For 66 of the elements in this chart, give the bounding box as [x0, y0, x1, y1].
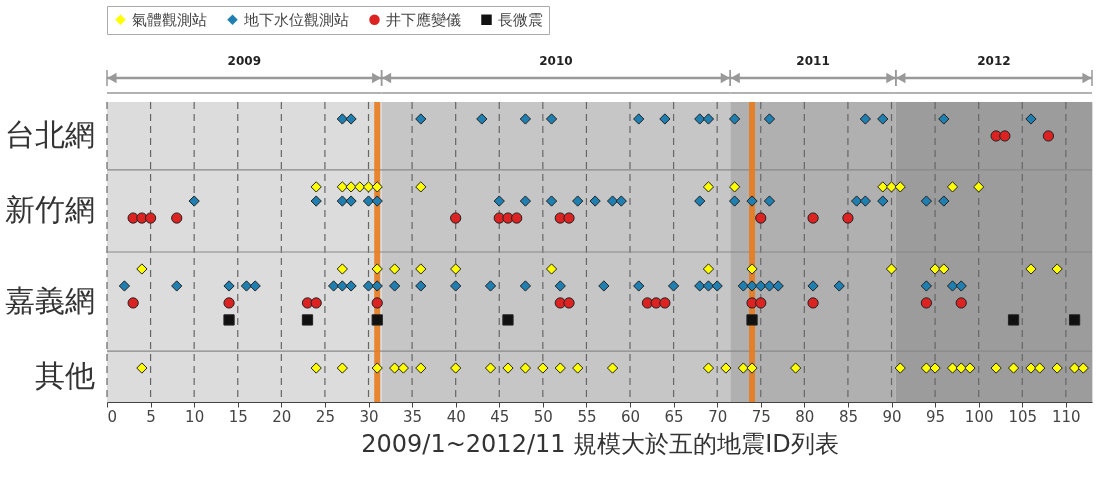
x-tick-label: 75: [751, 407, 771, 426]
x-tick-label: 0: [107, 407, 118, 426]
point: [223, 297, 235, 309]
point: [563, 297, 575, 309]
text: 新竹網: [5, 191, 95, 227]
point: [842, 212, 854, 224]
band-label: 2011: [796, 54, 830, 68]
x-tick-label: 30: [359, 407, 379, 426]
x-tick-label: 10: [185, 407, 205, 426]
x-tick-label: 5: [146, 407, 156, 426]
point: [746, 314, 758, 326]
point: [310, 297, 322, 309]
point: [1007, 314, 1020, 326]
x-tick-label: 55: [577, 407, 597, 426]
x-tick-label: 95: [926, 407, 946, 426]
point: [502, 212, 514, 224]
point: [502, 314, 514, 326]
x-tick-label: 90: [882, 407, 902, 426]
point: [144, 212, 157, 224]
point: [1068, 314, 1081, 326]
legend-label: 地下水位觀測站: [243, 10, 349, 29]
point: [371, 314, 383, 326]
point: [807, 212, 819, 224]
point: [1042, 130, 1055, 142]
legend-label: 長微震: [498, 10, 543, 29]
point: [659, 297, 671, 309]
point: [755, 297, 767, 309]
text: 台北網: [5, 116, 95, 152]
point: [563, 212, 575, 224]
point: [450, 212, 462, 224]
x-tick-label: 15: [228, 407, 248, 426]
point: [371, 297, 383, 309]
band-label: 2012: [977, 54, 1011, 68]
point: [755, 212, 767, 224]
point: [807, 297, 819, 309]
point: [223, 314, 235, 326]
x-tick-label: 20: [272, 407, 292, 426]
point: [127, 297, 139, 309]
point: [746, 297, 758, 309]
legend-label: 井下應變儀: [386, 10, 461, 29]
point: [171, 212, 183, 224]
x-tick-label: 105: [1008, 407, 1038, 426]
text: 嘉義網: [5, 282, 95, 318]
legend-label: 氣體觀測站: [132, 10, 207, 29]
x-tick-label: 60: [620, 407, 641, 426]
x-tick-label: 70: [708, 407, 728, 426]
x-tick-label: 40: [446, 407, 466, 426]
x-tick-label: 110: [1052, 407, 1081, 426]
text: 其他: [35, 357, 95, 393]
point: [301, 314, 314, 326]
x-tick-label: 100: [964, 407, 994, 426]
x-tick-label: 85: [838, 407, 858, 426]
x-tick-label: 35: [403, 407, 423, 426]
point: [999, 130, 1011, 142]
point: [920, 297, 932, 309]
point: [650, 297, 662, 309]
band-label: 2010: [539, 54, 573, 68]
x-tick-label: 65: [664, 407, 684, 426]
x-axis-title: 2009/1~2012/11 規模大於五的地震ID列表: [361, 429, 839, 458]
x-tick-label: 50: [533, 407, 553, 426]
x-tick-label: 45: [490, 407, 510, 426]
point: [511, 212, 523, 224]
x-tick-label: 25: [315, 407, 335, 426]
band-label: 2009: [227, 54, 261, 68]
x-tick-label: 80: [795, 407, 815, 426]
point: [955, 297, 967, 309]
